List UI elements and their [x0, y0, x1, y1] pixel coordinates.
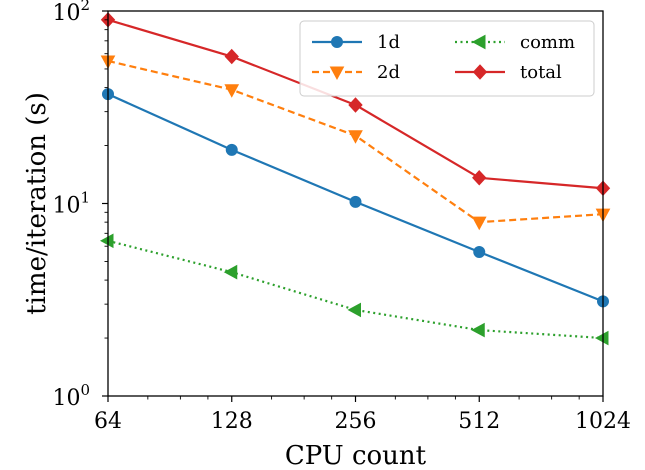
legend-marker-1d: [331, 36, 343, 48]
x-tick-label: 1024: [575, 409, 631, 434]
y-tick-label: 102: [52, 0, 90, 26]
legend-item-comm: comm: [455, 32, 575, 53]
legend-item-total: total: [455, 62, 562, 83]
data-point-comm: [99, 233, 114, 249]
data-point-comm: [594, 330, 609, 346]
legend-item-2d: 2d: [312, 62, 400, 83]
series-layer: [99, 12, 611, 346]
x-tick-label: 64: [94, 409, 122, 434]
legend-marker-2d: [329, 66, 345, 81]
data-point-1d: [349, 195, 362, 208]
series-comm: [99, 233, 609, 346]
legend-label-1d: 1d: [377, 32, 400, 53]
data-point-2d: [348, 130, 363, 144]
legend-label-total: total: [520, 62, 562, 83]
data-point-comm: [471, 322, 485, 338]
x-axis-label: CPU count: [285, 441, 427, 470]
data-point-comm: [347, 302, 361, 318]
data-point-total: [224, 48, 239, 65]
y-tick-label: 100: [52, 381, 90, 411]
y-tick-labels: 100 101 102: [52, 0, 90, 411]
y-tick-label: 101: [52, 189, 90, 219]
legend-label-comm: comm: [520, 32, 575, 53]
data-point-total: [472, 170, 487, 186]
x-tick-label: 256: [335, 409, 377, 434]
legend-marker-total: [472, 64, 488, 80]
legend-box: [299, 20, 595, 97]
data-point-total: [348, 97, 363, 113]
legend-marker-comm: [471, 34, 486, 50]
y-axis-label: time/iteration (s): [22, 92, 52, 315]
plot-frame: [107, 10, 604, 397]
data-point-2d: [224, 84, 240, 98]
data-point-comm: [223, 264, 238, 280]
data-point-1d: [225, 143, 238, 156]
legend: 1d 2d comm total: [299, 20, 595, 97]
x-tick-label: 128: [211, 409, 253, 434]
series-line-comm: [107, 239, 604, 340]
legend-item-1d: 1d: [312, 32, 400, 53]
data-point-1d: [473, 245, 486, 258]
legend-label-2d: 2d: [377, 62, 400, 83]
series-1d: [102, 88, 609, 308]
data-point-2d: [471, 216, 487, 231]
x-tick-labels: 64 128 256 512 1024: [94, 409, 631, 434]
x-tick-label: 512: [458, 409, 500, 434]
